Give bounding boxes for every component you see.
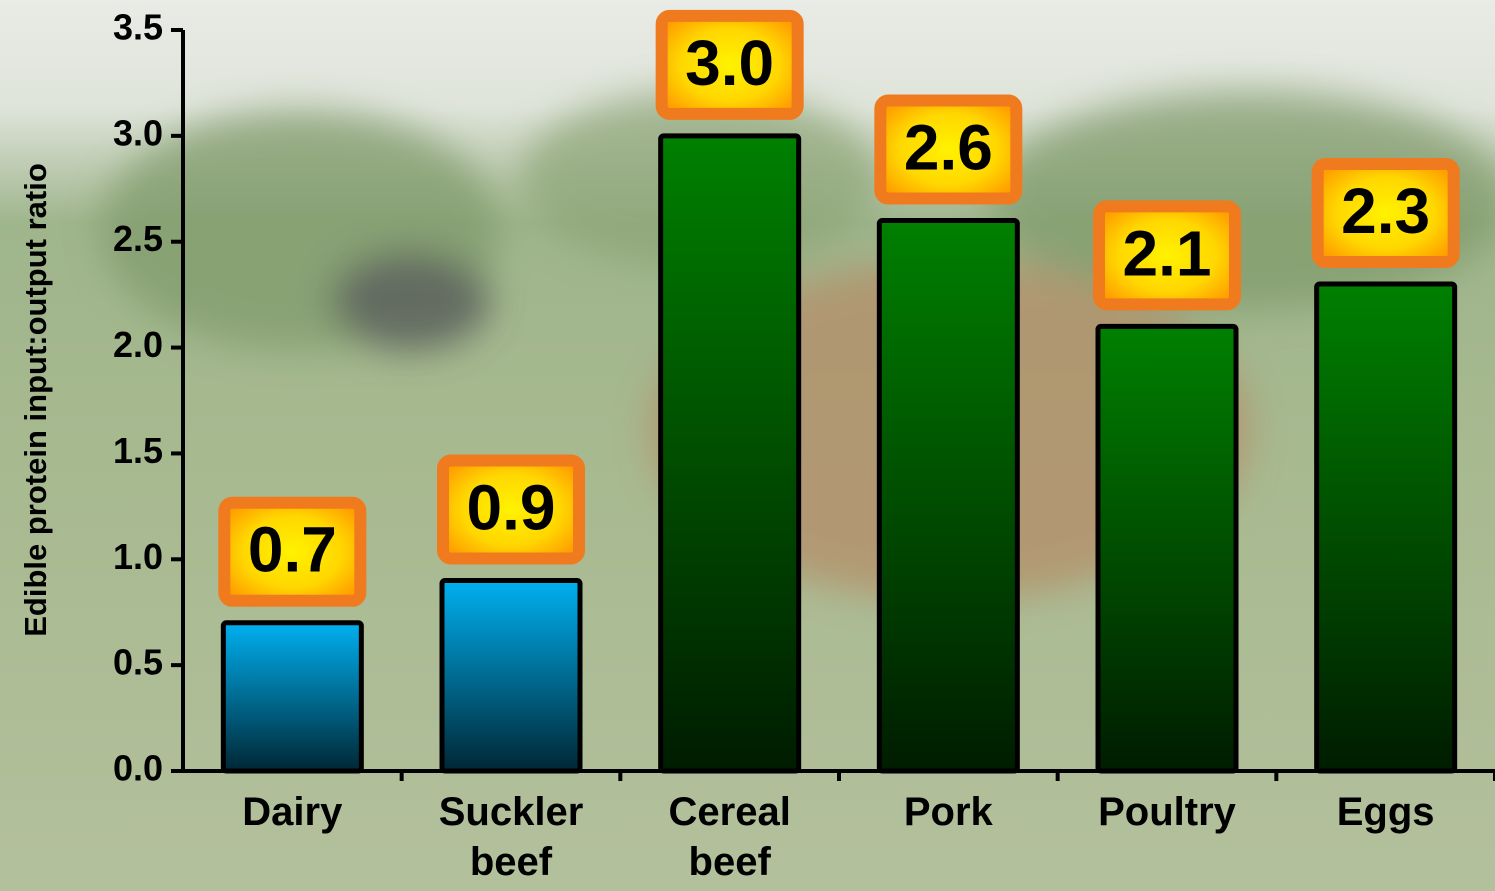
- value-label: 0.9: [467, 471, 556, 543]
- bar: [658, 133, 802, 774]
- value-label-box: [1311, 158, 1460, 269]
- x-tick-label: Eggs: [1336, 790, 1435, 834]
- x-tick-label: Suckler beef: [438, 790, 584, 884]
- value-label-box: [874, 94, 1023, 205]
- value-label-box: [218, 496, 367, 607]
- bar: [876, 218, 1020, 774]
- value-label-box: [1093, 200, 1241, 311]
- y-tick-label: 0.0: [113, 748, 163, 789]
- x-tick-label: Poultry: [1098, 790, 1236, 834]
- value-label-box: [437, 454, 585, 565]
- value-label: 3.0: [685, 27, 774, 99]
- bar: [1314, 281, 1458, 774]
- y-tick-label: 3.0: [113, 112, 163, 153]
- y-tick-label: 2.0: [113, 324, 163, 365]
- y-axis-label: Edible protein input:output ratio: [18, 163, 53, 637]
- bar: [1095, 323, 1239, 774]
- value-label-box: [655, 9, 804, 120]
- bar: [439, 577, 583, 774]
- x-tick-label: Pork: [903, 790, 993, 834]
- y-tick-label: 3.5: [113, 7, 163, 48]
- y-tick-label: 0.5: [113, 642, 163, 683]
- value-label: 2.3: [1341, 175, 1430, 247]
- y-tick-label: 1.5: [113, 430, 163, 471]
- value-label: 2.1: [1123, 217, 1212, 289]
- value-label: 2.6: [904, 111, 993, 183]
- y-tick-label: 1.0: [113, 536, 163, 577]
- value-label: 0.7: [248, 514, 337, 586]
- x-tick-label: Cereal beef: [668, 790, 791, 884]
- y-tick-label: 2.5: [113, 218, 163, 259]
- bar: [220, 620, 364, 774]
- x-tick-label: Dairy: [242, 790, 343, 834]
